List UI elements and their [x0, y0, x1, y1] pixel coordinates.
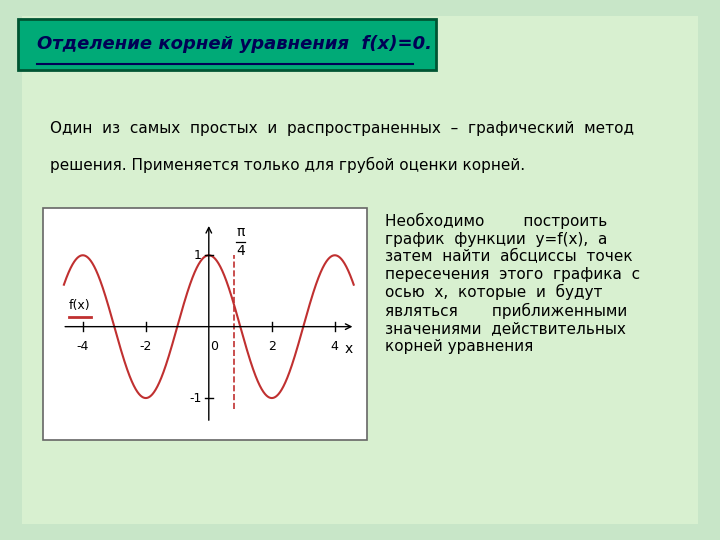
Text: f(x): f(x) [68, 299, 90, 312]
FancyBboxPatch shape [22, 16, 698, 524]
Text: 2: 2 [268, 340, 276, 353]
Text: -2: -2 [140, 340, 152, 353]
Text: x: x [345, 342, 353, 356]
Text: Отделение корней уравнения  f(x)=0.: Отделение корней уравнения f(x)=0. [37, 35, 433, 53]
Text: решения. Применяется только для грубой оценки корней.: решения. Применяется только для грубой о… [50, 157, 526, 173]
Text: 1: 1 [194, 249, 202, 262]
FancyBboxPatch shape [18, 19, 436, 70]
Text: Необходимо        построить
график  функции  у=f(x),  а
затем  найти  абсциссы  : Необходимо построить график функции у=f(… [385, 213, 640, 354]
Text: -1: -1 [189, 392, 202, 404]
FancyBboxPatch shape [43, 208, 367, 440]
Text: 0: 0 [210, 340, 218, 353]
Text: -4: -4 [76, 340, 89, 353]
Text: Один  из  самых  простых  и  распространенных  –  графический  метод: Один из самых простых и распространенных… [50, 122, 634, 137]
Text: 4: 4 [331, 340, 338, 353]
Text: π: π [236, 225, 245, 239]
Text: 4: 4 [236, 244, 245, 258]
